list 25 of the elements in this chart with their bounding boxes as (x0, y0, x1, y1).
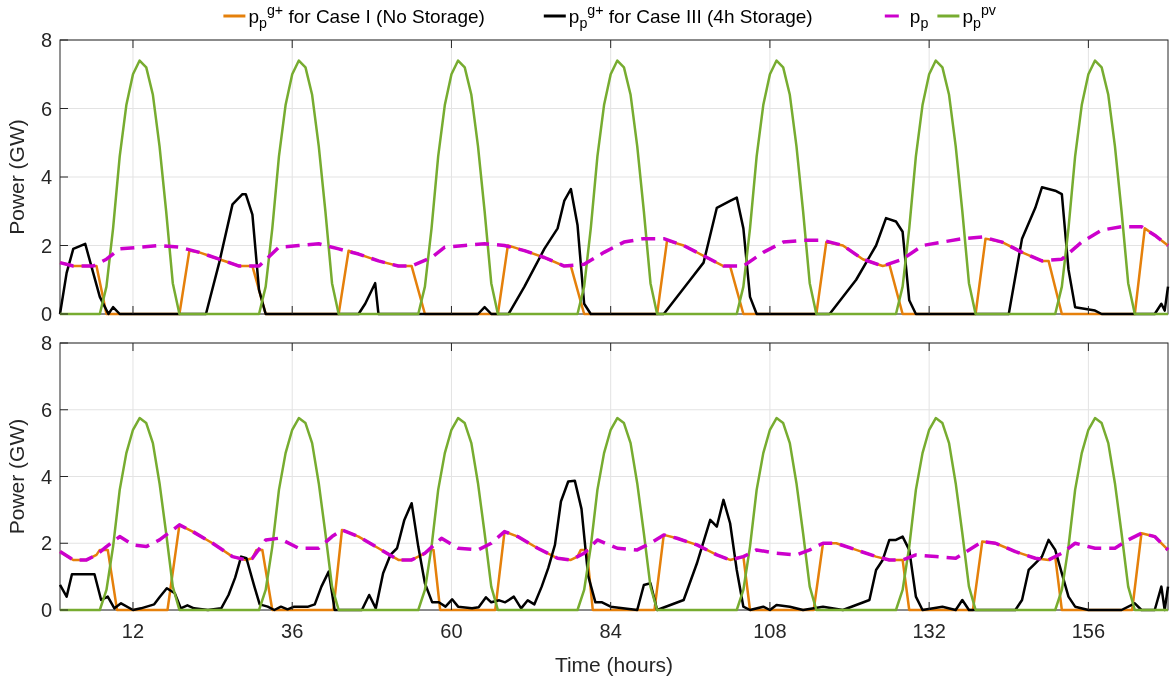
x-tick-label: 132 (912, 620, 946, 642)
y-tick-label: 4 (40, 465, 52, 488)
y-tick-label: 6 (40, 97, 52, 120)
line-series (58, 224, 1170, 268)
x-tick-label: 12 (121, 620, 145, 642)
legend-label: p$_{p}$ (909, 6, 929, 31)
legend-label: p$_{p}$$^{g+}$ for Case III (4h Storage) (568, 2, 813, 31)
x-tick-label: 108 (753, 620, 787, 642)
y-axis-title: Power (GW) (5, 418, 28, 535)
y-axis-title: Power (GW) (5, 119, 28, 235)
y-tick-label: 2 (40, 234, 52, 257)
y-tick-label: 0 (40, 303, 52, 325)
y-tick-label: 8 (40, 29, 52, 51)
y-tick-label: 6 (40, 398, 52, 421)
x-tick-label: 36 (281, 620, 304, 642)
x-tick-label: 60 (440, 620, 463, 642)
y-tick-label: 4 (40, 166, 52, 188)
x-tick-label: 84 (599, 620, 622, 642)
y-tick-label: 8 (40, 332, 52, 354)
legend-label: p$_{p}$$^{g+}$ for Case I (No Storage) (248, 2, 485, 31)
y-tick-label: 0 (40, 599, 52, 621)
x-axis-title: Time (hours) (554, 653, 674, 676)
y-tick-label: 2 (40, 532, 52, 555)
line-series (58, 523, 1170, 562)
x-tick-label: 156 (1071, 620, 1106, 642)
